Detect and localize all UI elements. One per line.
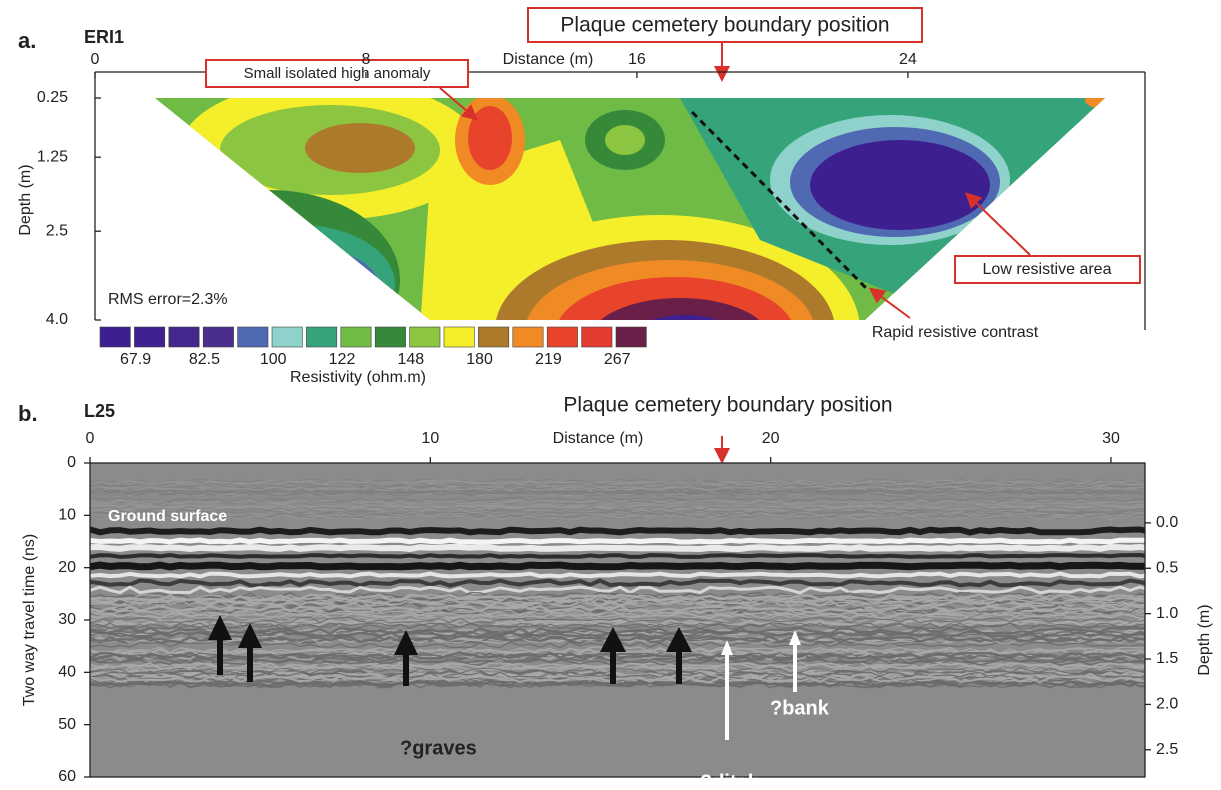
x-tick-label: 8	[362, 51, 371, 68]
annotation: Ground surface	[108, 508, 227, 525]
y2-tick-label: 1.5	[1156, 650, 1178, 667]
y-tick-label: 2.5	[46, 222, 68, 239]
y-tick-label: 1.25	[37, 148, 68, 165]
annotation: Low resistive area	[983, 261, 1112, 278]
colorbar-swatch	[134, 327, 164, 347]
reflection	[90, 547, 1150, 549]
colorbar-swatch	[410, 327, 440, 347]
y-tick-label: 0.25	[37, 89, 68, 106]
reflection	[90, 530, 1150, 533]
colorbar-swatch	[238, 327, 268, 347]
colorbar-label: 67.9	[120, 351, 151, 368]
colorbar-swatch	[582, 327, 612, 347]
annotation: ?graves	[400, 737, 477, 759]
panel-name: L25	[84, 401, 115, 421]
y2-tick-label: 2.5	[1156, 741, 1178, 758]
reflection	[90, 540, 1150, 542]
colorbar-title: Resistivity (ohm.m)	[290, 369, 426, 386]
colorbar-swatch	[478, 327, 508, 347]
x-tick-label: 20	[762, 430, 780, 447]
y-axis-label: Two way travel time (ns)	[21, 534, 38, 706]
x-tick-label: 0	[91, 51, 100, 68]
y2-tick-label: 0.0	[1156, 514, 1178, 531]
annotation: ?bank	[770, 697, 830, 719]
figure: a. ERI1 Plaque cemetery boundary positio…	[0, 0, 1221, 790]
boundary-label: Plaque cemetery boundary position	[560, 14, 889, 37]
colorbar-swatch	[203, 327, 233, 347]
x-tick-label: 0	[86, 430, 95, 447]
y-tick-label: 20	[58, 559, 76, 576]
colorbar-swatch	[272, 327, 302, 347]
annotation: ?ditch	[700, 771, 760, 790]
x-axis-label: Distance (m)	[553, 430, 644, 447]
annotation: Rapid resistive contrast	[872, 324, 1039, 341]
annotation: RMS error=2.3%	[108, 291, 228, 308]
colorbar-label: 267	[604, 351, 631, 368]
y-tick-label: 10	[58, 507, 76, 524]
y2-tick-label: 1.0	[1156, 605, 1178, 622]
y-tick-label: 50	[58, 716, 76, 733]
colorbar-swatch	[375, 327, 405, 347]
x-tick-label: 24	[899, 51, 917, 68]
colorbar-swatch	[341, 327, 371, 347]
y-tick-label: 4.0	[46, 311, 68, 328]
y-tick-label: 40	[58, 664, 76, 681]
annotation: Small isolated high anomaly	[244, 65, 431, 82]
colorbar-label: 82.5	[189, 351, 220, 368]
colorbar-swatch	[513, 327, 543, 347]
colorbar-label: 219	[535, 351, 562, 368]
colorbar-label: 148	[397, 351, 424, 368]
colorbar-swatch	[444, 327, 474, 347]
colorbar-swatch	[100, 327, 130, 347]
boundary-label: Plaque cemetery boundary position	[563, 394, 892, 417]
y-tick-label: 60	[58, 768, 76, 785]
x-tick-label: 10	[421, 430, 439, 447]
colorbar-label: 100	[260, 351, 287, 368]
x-axis-label: Distance (m)	[503, 51, 594, 68]
colorbar-swatch	[616, 327, 646, 347]
annotation-arrow	[968, 195, 1030, 255]
panel-name: ERI1	[84, 27, 124, 47]
y2-tick-label: 2.0	[1156, 696, 1178, 713]
y2-axis-label: Depth (m)	[1196, 604, 1213, 675]
colorbar-label: 122	[329, 351, 356, 368]
colorbar-label: 180	[466, 351, 493, 368]
panel-label: a.	[18, 28, 36, 53]
reflection	[90, 565, 1150, 567]
x-tick-label: 16	[628, 51, 646, 68]
y-tick-label: 0	[67, 454, 76, 471]
reflection	[90, 555, 1150, 557]
colorbar-swatch	[306, 327, 336, 347]
y-tick-label: 30	[58, 611, 76, 628]
y-axis-label: Depth (m)	[17, 164, 34, 235]
panel-label: b.	[18, 401, 38, 426]
colorbar-swatch	[169, 327, 199, 347]
x-tick-label: 30	[1102, 430, 1120, 447]
y2-tick-label: 0.5	[1156, 559, 1178, 576]
colorbar-swatch	[547, 327, 577, 347]
